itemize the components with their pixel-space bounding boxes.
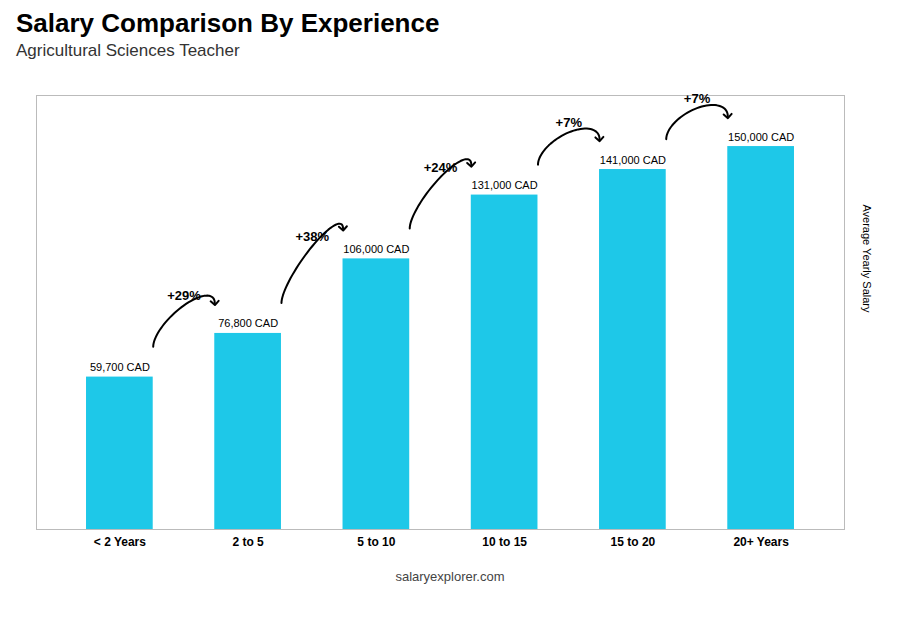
svg-text:+29%: +29% — [167, 288, 201, 303]
svg-text:< 2 Years: < 2 Years — [94, 535, 146, 549]
svg-text:5 to 10: 5 to 10 — [357, 535, 395, 549]
svg-text:2 to 5: 2 to 5 — [232, 535, 264, 549]
svg-text:+7%: +7% — [556, 115, 583, 130]
html-text:Salary Comparison By Experienc: Salary Comparison By Experience — [16, 8, 440, 38]
svg-text:59,700 CAD: 59,700 CAD — [90, 361, 150, 373]
svg-text:+38%: +38% — [295, 229, 329, 244]
svg-text:106,000 CAD: 106,000 CAD — [343, 243, 409, 255]
html-text:Agricultural Sciences Teacher: Agricultural Sciences Teacher — [16, 41, 240, 60]
svg-text:Average Yearly Salary: Average Yearly Salary — [861, 204, 873, 313]
svg-text:76,800 CAD: 76,800 CAD — [218, 317, 278, 329]
svg-text:20+ Years: 20+ Years — [733, 535, 789, 549]
svg-text:131,000 CAD: 131,000 CAD — [472, 179, 538, 191]
svg-text:+7%: +7% — [684, 91, 711, 106]
svg-text:10 to 15: 10 to 15 — [482, 535, 527, 549]
svg-text:141,000 CAD: 141,000 CAD — [600, 154, 666, 166]
svg-text:15 to 20: 15 to 20 — [611, 535, 656, 549]
svg-text:150,000 CAD: 150,000 CAD — [728, 131, 794, 143]
html-text:salaryexplorer.com: salaryexplorer.com — [395, 569, 505, 584]
svg-text:+24%: +24% — [424, 160, 458, 175]
